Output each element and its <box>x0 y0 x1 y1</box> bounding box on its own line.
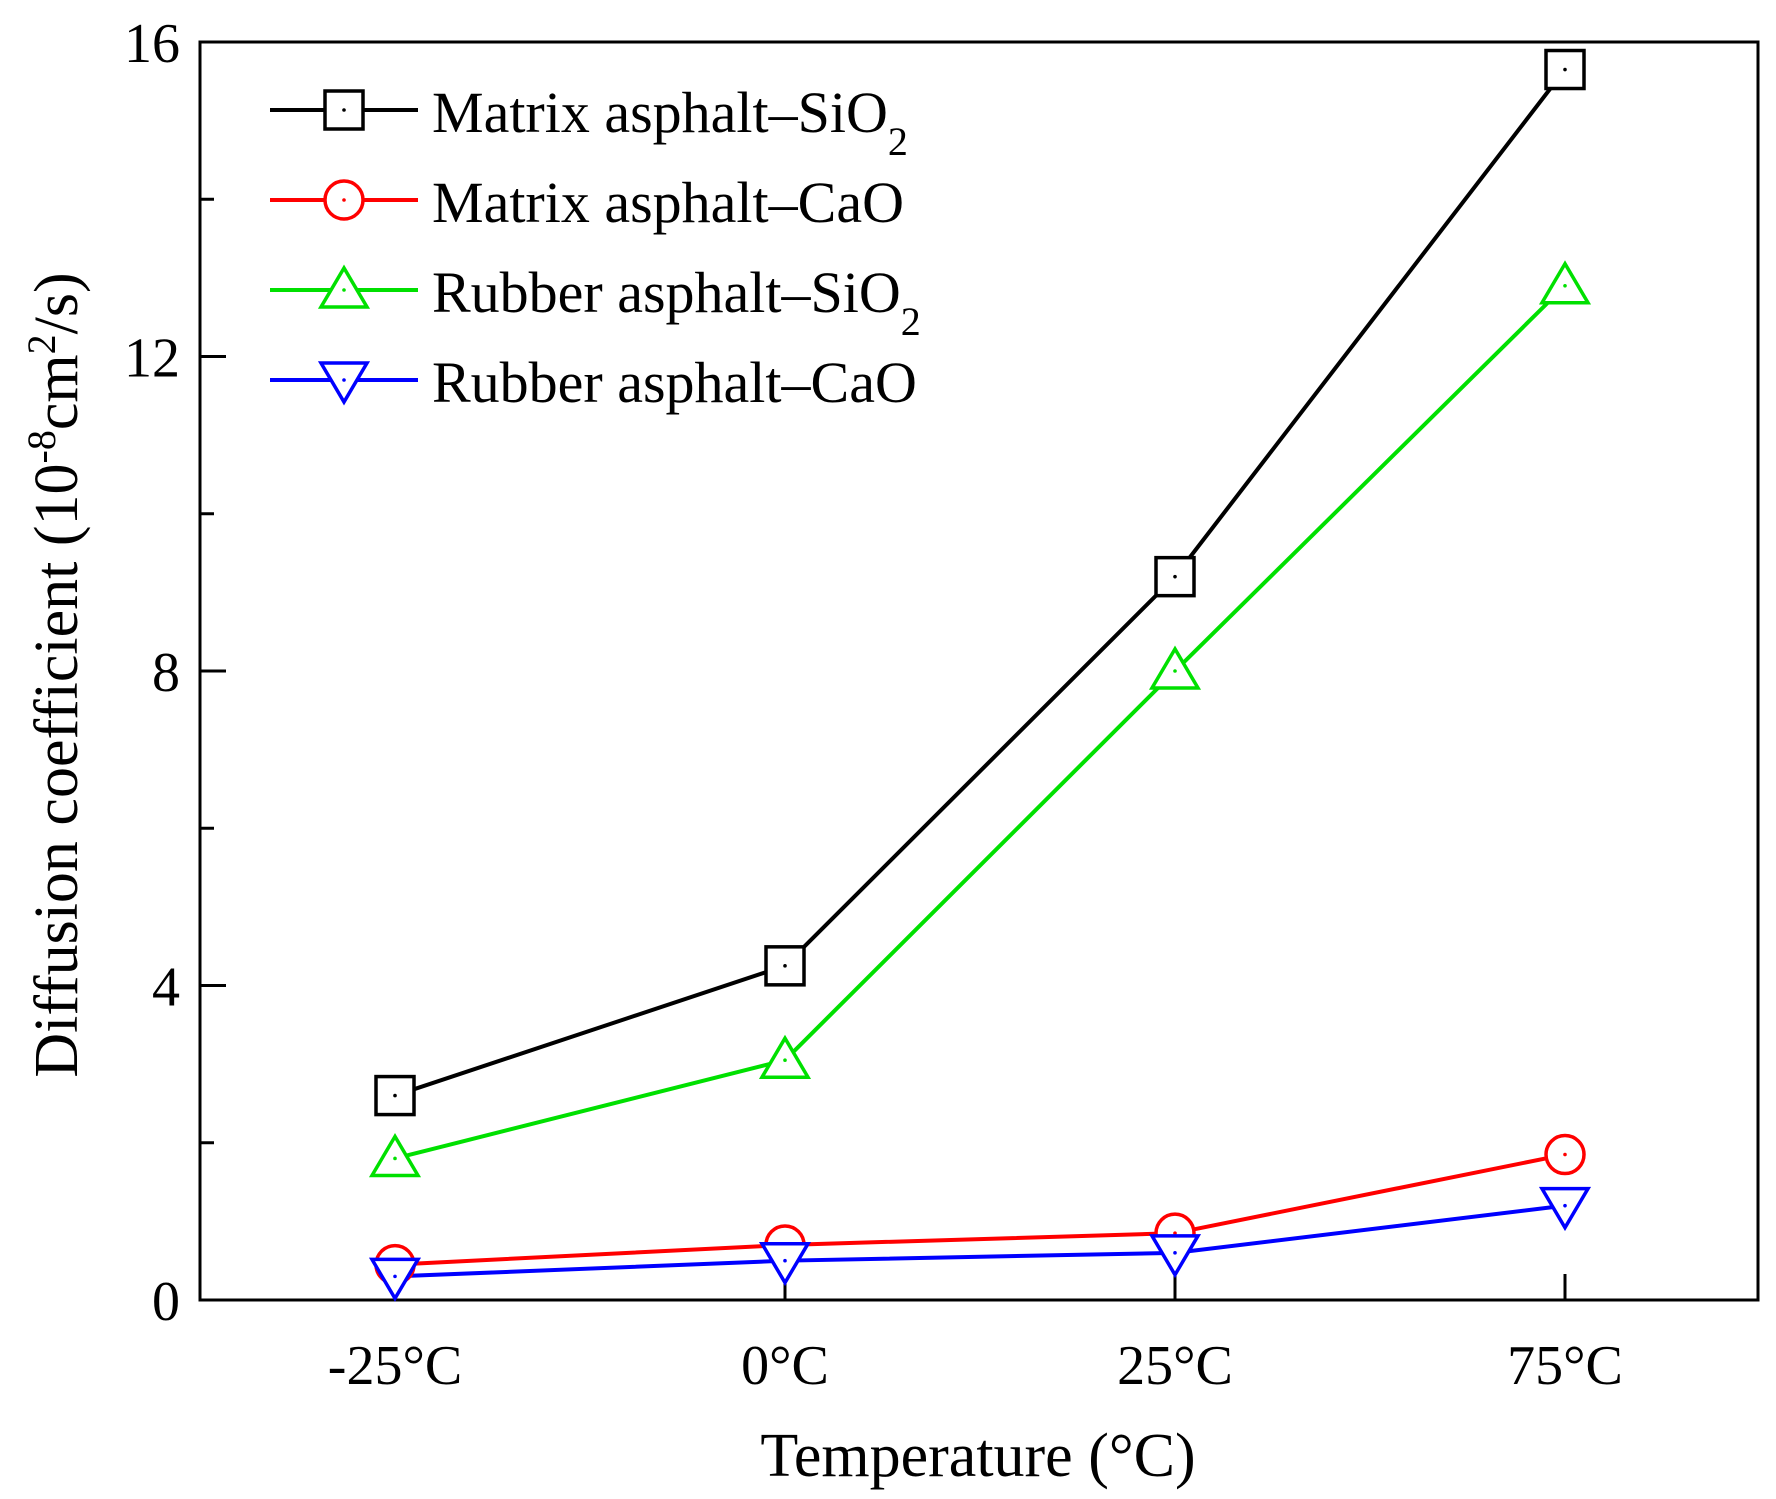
legend-item: Rubber asphalt–SiO2 <box>270 260 921 344</box>
legend-item: Matrix asphalt–SiO2 <box>270 80 908 164</box>
data-point-center-dot <box>342 378 346 382</box>
y-axis-label-exp1: -8 <box>19 430 64 463</box>
data-point-center-dot <box>1563 67 1567 72</box>
y-tick-label: 0 <box>152 1271 180 1333</box>
data-point-center-dot <box>783 964 787 968</box>
data-point <box>1154 555 1196 598</box>
data-point-center-dot <box>783 1258 787 1263</box>
legend-label-text: Rubber asphalt–SiO <box>432 260 901 325</box>
data-point <box>1538 1186 1592 1232</box>
y-tick-label: 8 <box>152 642 180 704</box>
legend-item: Rubber asphalt–CaO <box>270 350 917 415</box>
y-tick-label: 4 <box>152 957 180 1019</box>
series-line <box>394 1203 1566 1279</box>
data-point <box>1148 645 1202 690</box>
data-point <box>368 1133 422 1178</box>
series-line-group <box>394 1203 1566 1279</box>
data-point-center-dot <box>1563 1203 1567 1208</box>
data-point <box>758 1034 812 1079</box>
series-markers <box>368 260 1592 1178</box>
legend-item: Matrix asphalt–CaO <box>270 170 904 235</box>
x-tick-label: 75°C <box>1507 1335 1623 1397</box>
x-tick-label: -25°C <box>328 1335 462 1397</box>
y-axis-label-end: /s) <box>23 272 91 334</box>
data-point <box>1544 48 1586 91</box>
legend-label-text: Matrix asphalt–SiO <box>432 80 888 145</box>
legend-label-subscript: 2 <box>888 119 908 164</box>
x-axis-label: Temperature (°C) <box>760 1422 1195 1490</box>
legend-label-subscript: 2 <box>901 299 921 344</box>
legend-label: Matrix asphalt–CaO <box>432 170 904 235</box>
data-point <box>764 945 806 987</box>
y-axis-label-exp2: 2 <box>19 334 64 354</box>
series-line-group <box>394 1152 1566 1267</box>
y-axis-label: Diffusion coefficient (10-8cm2/s) <box>19 272 92 1077</box>
series-line <box>394 68 1567 1098</box>
legend-label: Rubber asphalt–SiO2 <box>432 260 921 344</box>
legend-label-text: Matrix asphalt–CaO <box>432 170 904 235</box>
legend-label-text: Rubber asphalt–CaO <box>432 350 917 415</box>
legend-label: Rubber asphalt–CaO <box>432 350 917 415</box>
series-line <box>394 1152 1566 1267</box>
series-line <box>394 284 1567 1161</box>
data-point-center-dot <box>1563 1152 1567 1157</box>
data-point-center-dot <box>1173 1251 1177 1255</box>
series-markers <box>368 1186 1592 1302</box>
x-tick-label: 25°C <box>1117 1335 1233 1397</box>
data-point-center-dot <box>783 1058 787 1062</box>
data-point <box>368 1257 422 1302</box>
data-point <box>1538 260 1592 305</box>
y-tick-label: 12 <box>124 328 180 390</box>
data-point <box>317 264 371 309</box>
axes: 0 4 8 12 16 -25°C 0°C 25°C 75°C <box>124 13 1760 1397</box>
data-point-center-dot <box>393 1156 397 1161</box>
series-line-group <box>394 284 1567 1161</box>
data-point <box>758 1241 812 1287</box>
data-point-center-dot <box>393 1274 397 1279</box>
series-layer <box>368 48 1592 1302</box>
data-point <box>1148 1234 1202 1279</box>
x-tick-label: 0°C <box>741 1335 829 1397</box>
data-point-center-dot <box>1173 669 1177 673</box>
data-point-center-dot <box>342 288 346 292</box>
data-point-center-dot <box>342 198 346 202</box>
data-point-center-dot <box>1173 574 1177 579</box>
data-point-center-dot <box>342 108 346 112</box>
y-tick-label: 16 <box>124 13 180 75</box>
data-point <box>317 361 371 406</box>
data-point-center-dot <box>1563 283 1567 288</box>
y-axis-label-main: Diffusion coefficient (10 <box>23 463 91 1077</box>
series-line-group <box>394 68 1567 1098</box>
series-markers <box>374 48 1586 1117</box>
data-point-center-dot <box>393 1093 397 1098</box>
y-axis-label-unit: cm <box>23 354 91 430</box>
series-markers <box>374 1133 1586 1286</box>
legend-label: Matrix asphalt–SiO2 <box>432 80 908 164</box>
data-point-center-dot <box>1173 1231 1177 1235</box>
